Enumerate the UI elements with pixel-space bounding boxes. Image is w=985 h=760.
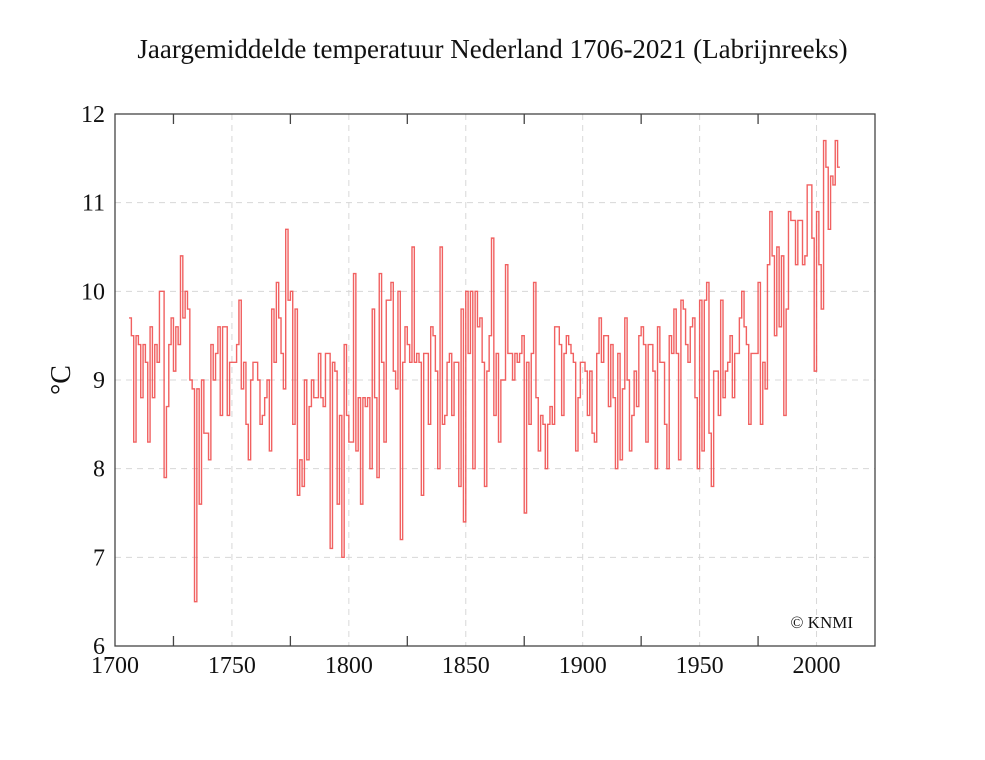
x-tick-labels: 1700 1750 1800 1850 1900 1950 2000 (91, 653, 841, 679)
y-tick-labels: 6 7 8 9 10 11 12 (81, 102, 105, 660)
x-tick-label: 1800 (325, 653, 373, 679)
y-tick-label: 12 (81, 102, 105, 128)
knmi-credit: © KNMI (791, 613, 854, 632)
y-tick-label: 7 (93, 545, 105, 571)
plot-frame (114, 113, 876, 647)
x-tick-label: 1700 (91, 653, 139, 679)
y-tick-label: 10 (81, 279, 105, 305)
x-tick-label: 1750 (208, 653, 256, 679)
y-tick-label: 11 (82, 191, 105, 217)
chart-title: Jaargemiddelde temperatuur Nederland 170… (137, 34, 848, 64)
y-axis-label: °C (46, 365, 77, 395)
series-group (129, 139, 840, 603)
series-line (129, 139, 840, 603)
tick-marks (172, 114, 759, 646)
y-tick-label: 8 (93, 457, 105, 483)
y-tick-label: 9 (93, 368, 105, 394)
x-tick-label: 1950 (676, 653, 724, 679)
x-tick-label: 2000 (793, 653, 841, 679)
x-tick-label: 1850 (442, 653, 490, 679)
y-tick-label: 6 (93, 634, 105, 660)
x-tick-label: 1900 (559, 653, 607, 679)
